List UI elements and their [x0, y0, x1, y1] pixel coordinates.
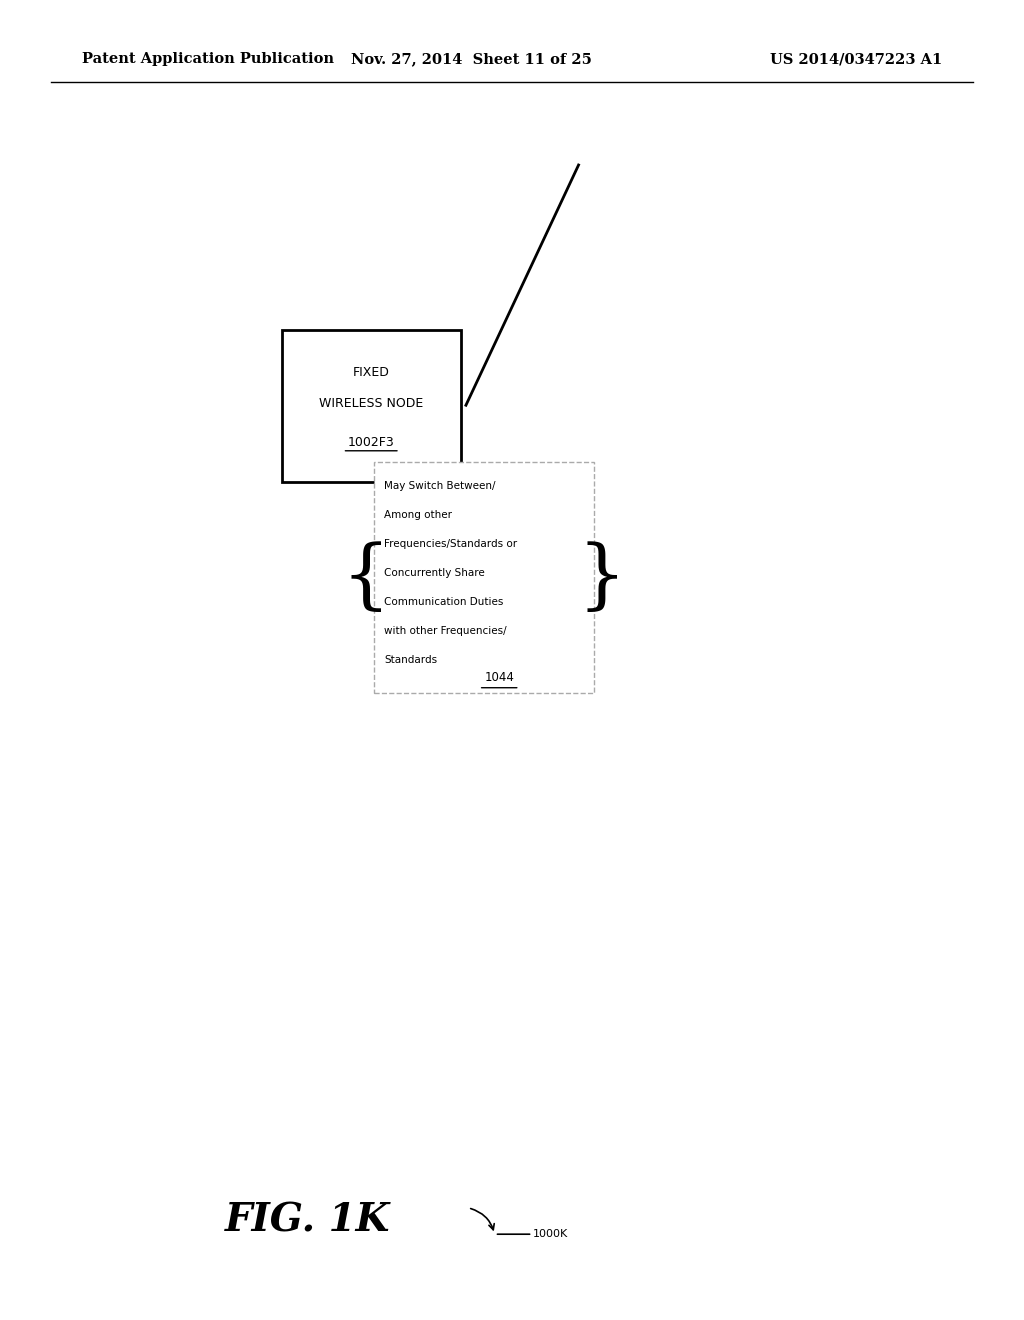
Text: 1044: 1044	[484, 671, 514, 684]
Text: {: {	[341, 540, 390, 615]
Text: with other Frequencies/: with other Frequencies/	[384, 626, 507, 636]
Text: 1002F3: 1002F3	[348, 437, 394, 449]
Text: Communication Duties: Communication Duties	[384, 597, 504, 607]
FancyBboxPatch shape	[282, 330, 461, 482]
Text: }: }	[578, 540, 627, 615]
Text: Among other: Among other	[384, 510, 452, 520]
Text: FIXED: FIXED	[352, 367, 390, 379]
Text: 1000K: 1000K	[532, 1229, 567, 1239]
Text: Frequencies/Standards or: Frequencies/Standards or	[384, 539, 517, 549]
Text: Concurrently Share: Concurrently Share	[384, 568, 484, 578]
FancyBboxPatch shape	[374, 462, 594, 693]
Text: FIG. 1K: FIG. 1K	[225, 1203, 390, 1239]
Text: Standards: Standards	[384, 655, 437, 665]
Text: May Switch Between/: May Switch Between/	[384, 480, 496, 491]
Text: WIRELESS NODE: WIRELESS NODE	[319, 397, 423, 409]
Text: Patent Application Publication: Patent Application Publication	[82, 53, 334, 66]
Text: Nov. 27, 2014  Sheet 11 of 25: Nov. 27, 2014 Sheet 11 of 25	[350, 53, 592, 66]
Text: US 2014/0347223 A1: US 2014/0347223 A1	[770, 53, 942, 66]
